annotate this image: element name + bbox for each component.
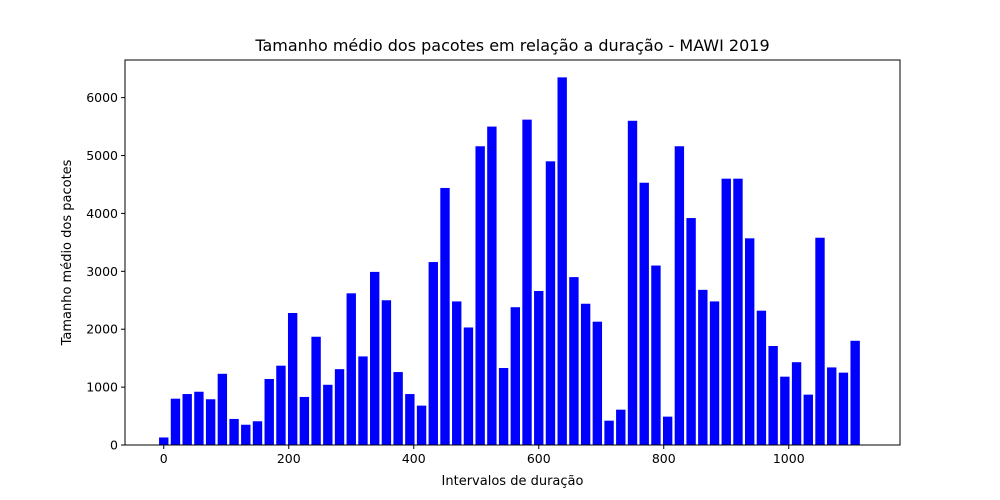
- x-ticks-group: 0 200 400 600 800 1000: [160, 445, 805, 466]
- bar: [674, 146, 685, 445]
- bar: [334, 369, 345, 445]
- bar: [545, 161, 556, 445]
- bar: [639, 182, 649, 446]
- bar: [440, 187, 450, 445]
- bar: [604, 420, 614, 445]
- bar: [241, 424, 251, 445]
- bar: [194, 391, 204, 445]
- bar: [627, 120, 638, 445]
- y-axis-title: Tamanho médio dos pacotes: [60, 159, 75, 346]
- bar: [721, 178, 731, 445]
- x-tick-label: 200: [277, 451, 301, 466]
- x-axis-title: Intervalos de duração: [442, 474, 584, 489]
- bar: [768, 346, 778, 445]
- y-tick-label: 3000: [86, 264, 118, 279]
- bar: [428, 262, 438, 445]
- bar: [662, 416, 673, 445]
- y-tick-label: 4000: [86, 206, 118, 221]
- bar: [498, 368, 509, 445]
- bar: [510, 307, 521, 445]
- bar: [487, 126, 497, 445]
- bar: [522, 119, 532, 445]
- bar: [709, 301, 720, 445]
- bar: [791, 362, 802, 445]
- bar: [803, 394, 813, 445]
- bar: [311, 336, 321, 445]
- bar: [850, 340, 860, 445]
- y-tick-label: 0: [110, 438, 118, 453]
- bar: [159, 437, 169, 445]
- bar: [534, 291, 544, 445]
- bar: [827, 367, 837, 445]
- x-tick-label: 400: [402, 451, 426, 466]
- bar: [557, 77, 567, 446]
- bar: [170, 398, 181, 445]
- bar: [370, 271, 380, 445]
- bar: [569, 277, 579, 445]
- bar: [463, 327, 474, 445]
- plot-frame: [124, 59, 901, 446]
- x-tick-label: 1000: [773, 451, 805, 466]
- bar: [287, 313, 298, 445]
- bar: [616, 409, 626, 445]
- bar: [405, 394, 415, 445]
- bar: [592, 321, 603, 445]
- bar: [323, 384, 333, 445]
- bar: [733, 178, 743, 445]
- x-tick-label: 0: [160, 451, 168, 466]
- bar: [651, 265, 661, 445]
- bar: [452, 301, 462, 445]
- bar: [815, 237, 825, 445]
- bar: [182, 394, 192, 445]
- bar: [745, 238, 755, 445]
- bar: [580, 303, 591, 445]
- y-tick-label: 1000: [86, 380, 118, 395]
- bar: [264, 379, 274, 445]
- x-tick-label: 800: [652, 451, 676, 466]
- bar: [217, 373, 228, 445]
- y-tick-label: 2000: [86, 322, 118, 337]
- bars-group: [159, 77, 860, 446]
- bar: [475, 146, 485, 445]
- bar: [393, 372, 403, 445]
- bar: [205, 399, 216, 445]
- bar: [358, 356, 368, 445]
- y-tick-label: 5000: [86, 148, 118, 163]
- bar: [346, 293, 356, 445]
- bar: [276, 365, 286, 445]
- bar: [229, 418, 239, 445]
- bar: [686, 218, 696, 445]
- bar: [381, 300, 392, 445]
- chart-title: Tamanho médio dos pacotes em relação a d…: [254, 36, 769, 55]
- bar: [299, 396, 310, 445]
- y-tick-label: 6000: [86, 90, 118, 105]
- bar: [756, 310, 767, 445]
- bar: [252, 421, 263, 445]
- y-ticks-group: 0 1000 2000 3000 4000 5000 6000: [86, 90, 125, 453]
- bar: [698, 289, 708, 445]
- bar: [780, 376, 790, 445]
- x-tick-label: 600: [527, 451, 551, 466]
- bar: [416, 405, 427, 445]
- bar: [838, 372, 849, 445]
